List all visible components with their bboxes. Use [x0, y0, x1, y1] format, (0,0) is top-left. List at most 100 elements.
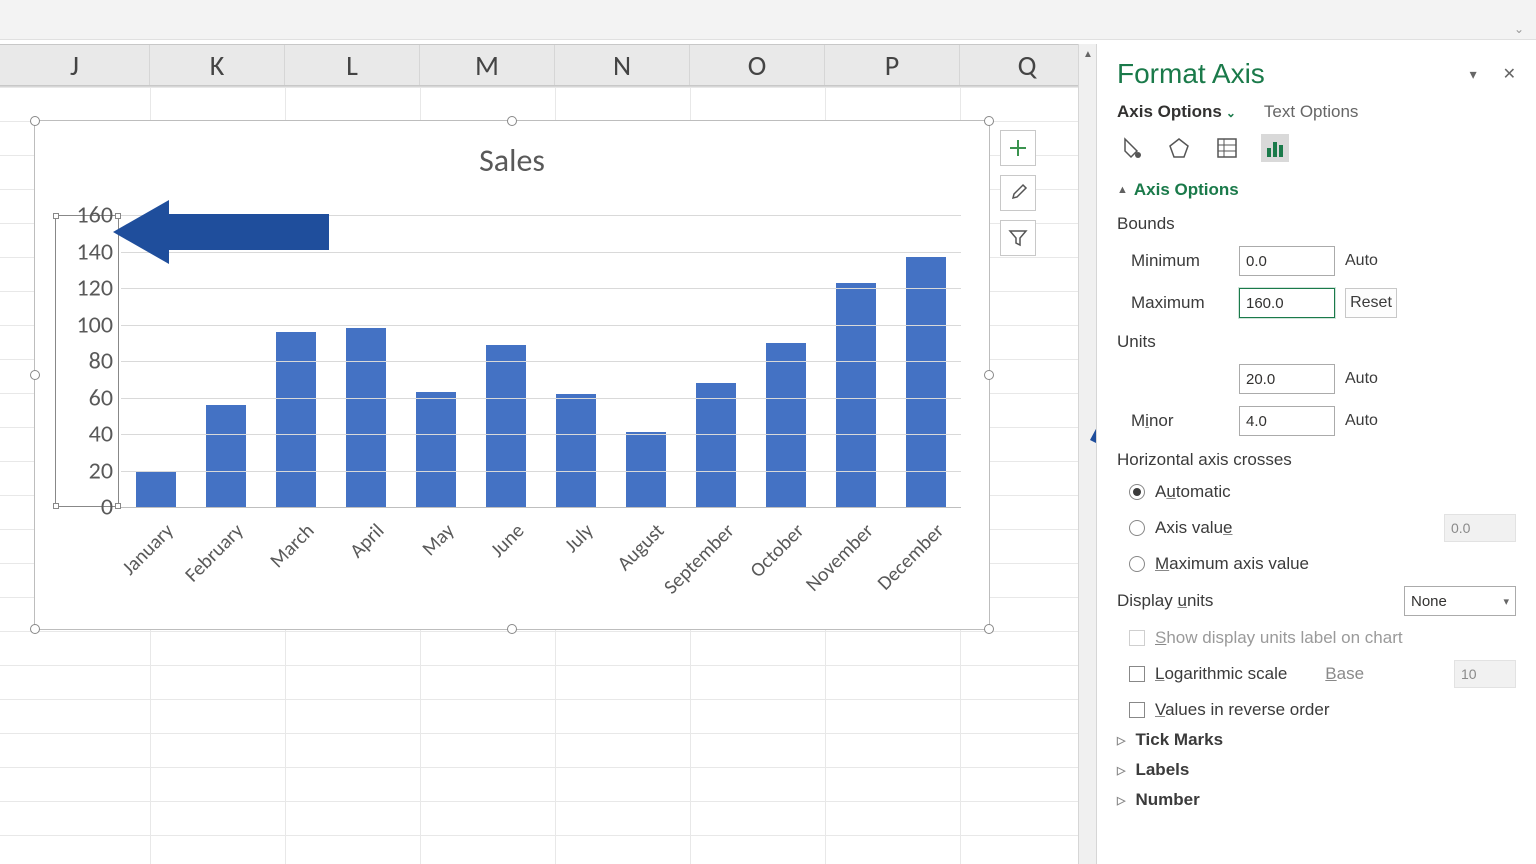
tab-text-options[interactable]: Text Options [1264, 102, 1359, 122]
bar[interactable] [766, 343, 807, 507]
bar[interactable] [836, 283, 877, 507]
pane-title: Format Axis [1117, 58, 1265, 90]
axis-options-section[interactable]: ▲ Axis Options [1117, 180, 1516, 200]
x-tick-label: December [873, 519, 949, 595]
x-tick-label: October [745, 519, 809, 583]
column-headers: J K L M N O P Q [0, 44, 1096, 86]
y-tick-label: 60 [55, 383, 113, 412]
minimum-auto-label: Auto [1345, 252, 1397, 270]
chart-title[interactable]: Sales [35, 141, 989, 180]
brush-icon [1007, 182, 1029, 204]
bar[interactable] [906, 257, 947, 507]
selection-handle[interactable] [30, 116, 40, 126]
reverse-order-checkbox[interactable]: Values in reverse order [1117, 700, 1516, 720]
format-axis-pane: Format Axis ▾ ✕ Axis Options⌄ Text Optio… [1096, 44, 1536, 864]
col-header[interactable]: J [0, 45, 150, 85]
major-units-input[interactable] [1239, 364, 1335, 394]
y-tick-label: 120 [55, 274, 113, 303]
selection-handle[interactable] [507, 624, 517, 634]
selection-handle[interactable] [507, 116, 517, 126]
maximum-reset-button[interactable]: Reset [1345, 288, 1397, 318]
size-properties-icon[interactable] [1213, 134, 1241, 162]
scroll-up-icon[interactable]: ▲ [1079, 44, 1097, 62]
x-tick-label: April [345, 519, 389, 563]
minimum-input[interactable] [1239, 246, 1335, 276]
bar[interactable] [276, 332, 317, 507]
tick-marks-section[interactable]: ▷Tick Marks [1097, 720, 1536, 750]
selection-handle[interactable] [984, 116, 994, 126]
col-header[interactable]: L [285, 45, 420, 85]
fill-line-icon[interactable] [1117, 134, 1145, 162]
labels-section[interactable]: ▷Labels [1097, 750, 1536, 780]
log-base-input[interactable] [1454, 660, 1516, 688]
x-tick-label: June [486, 519, 529, 562]
plus-icon [1008, 138, 1028, 158]
vertical-scrollbar[interactable]: ▲ [1078, 44, 1096, 864]
x-tick-label: January [118, 519, 179, 580]
radio-axis-value[interactable]: Axis value [1117, 514, 1516, 542]
x-tick-label: May [417, 519, 459, 561]
selection-handle[interactable] [30, 370, 40, 380]
x-tick-label: July [560, 519, 599, 558]
maximum-input[interactable] [1239, 288, 1335, 318]
radio-automatic[interactable]: Automatic [1117, 482, 1516, 502]
bar[interactable] [416, 392, 457, 507]
ribbon-collapse-chevron[interactable]: ⌄ [1514, 22, 1524, 37]
chart-filters-button[interactable] [1000, 220, 1036, 256]
col-header[interactable]: P [825, 45, 960, 85]
y-tick-label: 80 [55, 347, 113, 376]
minimum-label: Minimum [1117, 251, 1229, 271]
y-tick-label: 0 [55, 493, 113, 522]
x-tick-label: February [181, 519, 249, 587]
units-label: Units [1117, 332, 1516, 352]
plot-area[interactable]: 020406080100120140160 [121, 215, 961, 507]
x-tick-label: September [659, 519, 739, 599]
axis-value-input[interactable] [1444, 514, 1516, 542]
col-header[interactable]: Q [960, 45, 1095, 85]
pane-icon-tabs [1097, 122, 1536, 170]
col-header[interactable]: M [420, 45, 555, 85]
x-axis-labels: JanuaryFebruaryMarchAprilMayJuneJulyAugu… [121, 513, 961, 613]
h-axis-crosses-label: Horizontal axis crosses [1117, 450, 1516, 470]
minor-units-input[interactable] [1239, 406, 1335, 436]
log-scale-checkbox[interactable]: Logarithmic scale Base [1117, 660, 1516, 688]
col-header[interactable]: O [690, 45, 825, 85]
display-units-select[interactable]: None ▾ [1404, 586, 1516, 616]
chart-elements-button[interactable] [1000, 130, 1036, 166]
y-tick-label: 20 [55, 456, 113, 485]
x-tick-label: March [265, 519, 319, 573]
major-auto-label: Auto [1345, 370, 1397, 388]
col-header[interactable]: N [555, 45, 690, 85]
ribbon-area: ⌄ [0, 0, 1536, 40]
pane-tabs: Axis Options⌄ Text Options [1097, 96, 1536, 122]
pane-menu-icon[interactable]: ▾ [1470, 66, 1477, 83]
bar[interactable] [346, 328, 387, 507]
selection-handle[interactable] [984, 624, 994, 634]
bar[interactable] [486, 345, 527, 507]
bar[interactable] [556, 394, 597, 507]
pane-close-icon[interactable]: ✕ [1503, 64, 1516, 84]
bar[interactable] [206, 405, 247, 507]
number-section[interactable]: ▷Number [1097, 780, 1536, 810]
selection-handle[interactable] [30, 624, 40, 634]
effects-icon[interactable] [1165, 134, 1193, 162]
minor-auto-label: Auto [1345, 412, 1397, 430]
chart-container[interactable]: Sales 020406080100120140160 JanuaryFebru… [34, 120, 990, 630]
y-tick-label: 40 [55, 420, 113, 449]
y-tick-label: 100 [55, 310, 113, 339]
bar[interactable] [136, 471, 177, 508]
selection-handle[interactable] [984, 370, 994, 380]
maximum-label: Maximum [1117, 293, 1229, 313]
axis-options-icon[interactable] [1261, 134, 1289, 162]
col-header[interactable]: K [150, 45, 285, 85]
display-units-label: Display units [1117, 591, 1213, 611]
tab-axis-options[interactable]: Axis Options⌄ [1117, 102, 1236, 122]
filter-icon [1008, 228, 1028, 248]
bar[interactable] [696, 383, 737, 507]
radio-max-axis-value[interactable]: Maximum axis value [1117, 554, 1516, 574]
chart-styles-button[interactable] [1000, 175, 1036, 211]
show-units-label-checkbox: Show display units label on chart [1117, 628, 1516, 648]
y-tick-label: 140 [55, 237, 113, 266]
x-tick-label: November [801, 519, 878, 596]
minor-label: Minor [1117, 411, 1229, 431]
